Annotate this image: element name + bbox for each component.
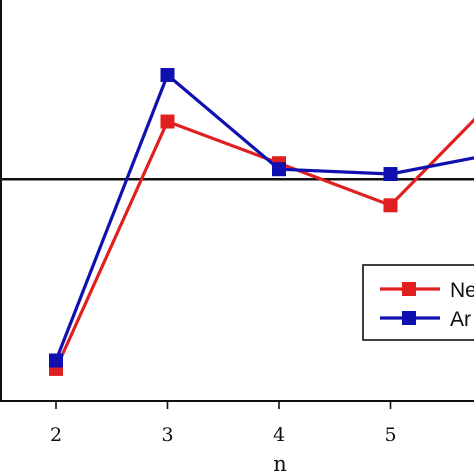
legend-marker-ar — [402, 311, 416, 325]
legend-box — [362, 264, 474, 341]
series-marker-ne-3 — [160, 114, 175, 129]
x-tick-label-4: 4 — [273, 424, 285, 446]
legend-label-ar: Ar — [450, 308, 471, 331]
x-axis-title: n — [273, 452, 287, 474]
plot-area — [0, 0, 474, 402]
series-marker-ar-2 — [49, 353, 63, 368]
series-marker-ar-3 — [160, 67, 175, 82]
legend-label-ne: Ne — [450, 279, 474, 302]
series-marker-ar-4 — [272, 162, 286, 177]
series-marker-ne-5 — [383, 198, 398, 213]
legend: Ne Ar — [362, 264, 474, 341]
x-axis-ticks: 2 3 4 5 — [50, 401, 397, 446]
x-tick-label-5: 5 — [384, 424, 396, 446]
x-tick-label-3: 3 — [161, 424, 173, 446]
legend-marker-ne — [402, 282, 416, 296]
x-tick-label-2: 2 — [50, 424, 62, 446]
series-marker-ar-5 — [383, 167, 398, 182]
